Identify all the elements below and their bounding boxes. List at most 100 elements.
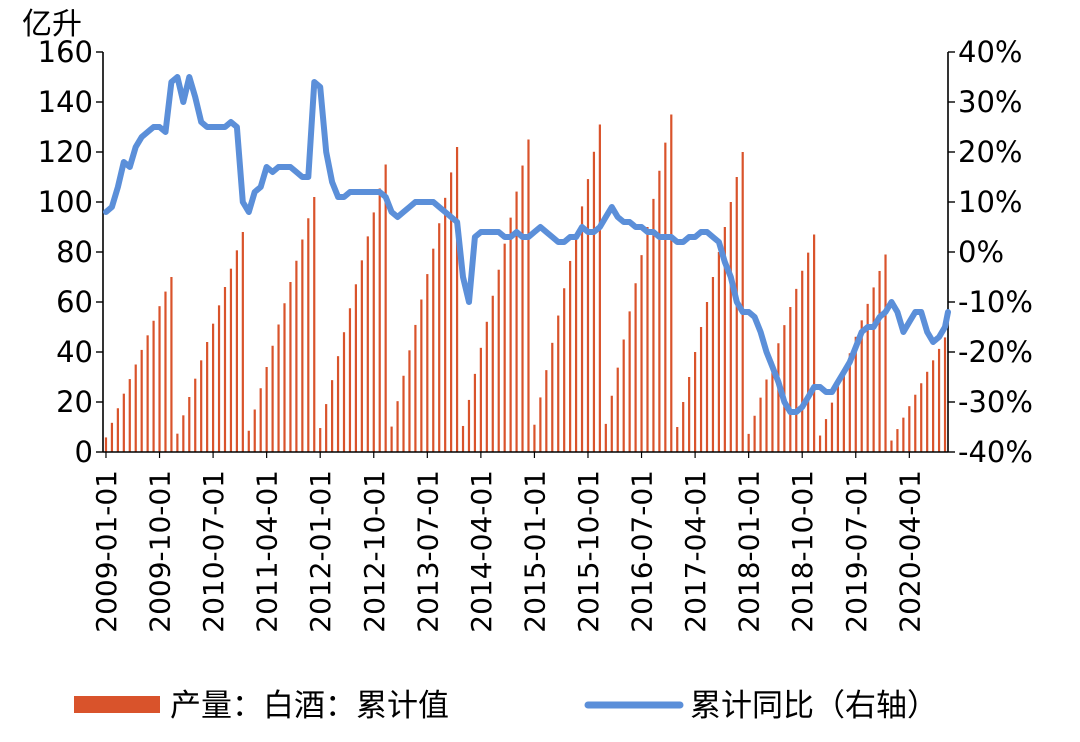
x-tick-label: 2012-01-01 xyxy=(304,470,337,633)
x-tick-label: 2018-10-01 xyxy=(786,470,819,633)
bar xyxy=(753,415,756,452)
bar xyxy=(735,177,738,452)
legend-line-label: 累计同比（右轴） xyxy=(690,688,938,724)
bar xyxy=(438,223,441,452)
bar xyxy=(331,380,334,453)
bar xyxy=(414,324,417,452)
x-tick-label: 2010-07-01 xyxy=(197,470,230,633)
bar xyxy=(818,435,822,452)
bar xyxy=(241,232,244,452)
bar xyxy=(235,250,238,452)
bar xyxy=(128,379,131,452)
bar xyxy=(104,437,108,452)
bar xyxy=(217,305,221,452)
legend: 产量：白酒：累计值 累计同比（右轴） xyxy=(74,688,938,724)
bar xyxy=(574,233,578,452)
left-tick-label: 60 xyxy=(56,285,93,319)
bar xyxy=(515,191,518,452)
x-tick-label: 2018-01-01 xyxy=(733,470,766,633)
bar xyxy=(932,360,935,452)
bar xyxy=(342,332,346,452)
bar xyxy=(771,361,774,453)
x-tick-label: 2015-01-01 xyxy=(518,470,551,633)
bar xyxy=(890,440,893,452)
bar xyxy=(176,433,179,452)
bar xyxy=(432,248,435,452)
bar xyxy=(610,395,613,452)
bar xyxy=(140,349,143,452)
bar xyxy=(866,303,869,453)
right-tick-label: 30% xyxy=(958,85,1022,119)
bar xyxy=(842,369,845,452)
left-tick-label: 160 xyxy=(38,35,93,69)
bar xyxy=(801,270,804,452)
right-tick-label: -40% xyxy=(958,435,1033,469)
bar xyxy=(182,415,185,452)
bar xyxy=(563,288,566,452)
bar xyxy=(301,239,304,452)
right-tick-label: 10% xyxy=(958,185,1022,219)
right-tick-label: -30% xyxy=(958,385,1033,419)
bar xyxy=(896,429,899,452)
bar xyxy=(694,352,697,452)
bar xyxy=(533,424,536,452)
right-tick-label: 20% xyxy=(958,135,1022,169)
bar xyxy=(848,353,851,452)
left-tick-label: 20 xyxy=(56,385,93,419)
bar xyxy=(943,337,947,452)
left-tick-label: 0 xyxy=(75,435,93,469)
bar xyxy=(444,197,447,452)
line-series xyxy=(103,74,951,415)
bar xyxy=(551,342,554,452)
bar xyxy=(455,147,459,452)
bar xyxy=(188,397,191,452)
bar xyxy=(759,397,762,453)
bar xyxy=(325,404,328,452)
axes: 0 -40% 20 -30% 40 -20% 60 -10% 80 0% 100 10% 120 20% 1… xyxy=(38,35,1033,469)
bar xyxy=(461,425,465,452)
bar xyxy=(271,345,274,452)
bar xyxy=(211,323,215,452)
bar xyxy=(420,299,423,452)
bar xyxy=(634,283,637,452)
bar xyxy=(807,252,810,453)
bar xyxy=(116,408,119,452)
bar xyxy=(926,371,929,452)
x-tick-label: 2013-07-01 xyxy=(411,470,444,633)
bar xyxy=(628,311,631,453)
bar xyxy=(229,268,233,452)
bar xyxy=(503,243,506,452)
bar xyxy=(789,307,792,452)
bar xyxy=(527,139,530,452)
bar xyxy=(604,423,607,453)
bar xyxy=(158,306,161,452)
bar xyxy=(336,356,340,452)
bar xyxy=(878,270,881,452)
x-tick-label: 2019-07-01 xyxy=(840,470,873,633)
bar xyxy=(390,426,393,452)
bar xyxy=(426,274,429,452)
bar xyxy=(485,321,488,452)
x-tick-label: 2015-10-01 xyxy=(572,470,605,633)
left-tick-label: 140 xyxy=(38,85,93,119)
bar xyxy=(884,254,887,452)
bar xyxy=(265,367,268,452)
bar xyxy=(836,386,840,452)
bar xyxy=(586,179,590,452)
bar xyxy=(378,188,381,452)
bar xyxy=(813,234,816,452)
bar xyxy=(134,364,137,452)
legend-bar-label: 产量：白酒：累计值 xyxy=(170,688,449,724)
bar xyxy=(307,218,310,452)
bar xyxy=(539,397,542,452)
bar xyxy=(313,197,316,452)
bar xyxy=(152,320,155,452)
bar xyxy=(717,252,720,452)
bar xyxy=(283,303,286,452)
bar xyxy=(473,373,477,453)
bar xyxy=(259,388,262,452)
bar xyxy=(682,402,685,452)
bar xyxy=(664,142,667,453)
bar xyxy=(914,394,917,452)
